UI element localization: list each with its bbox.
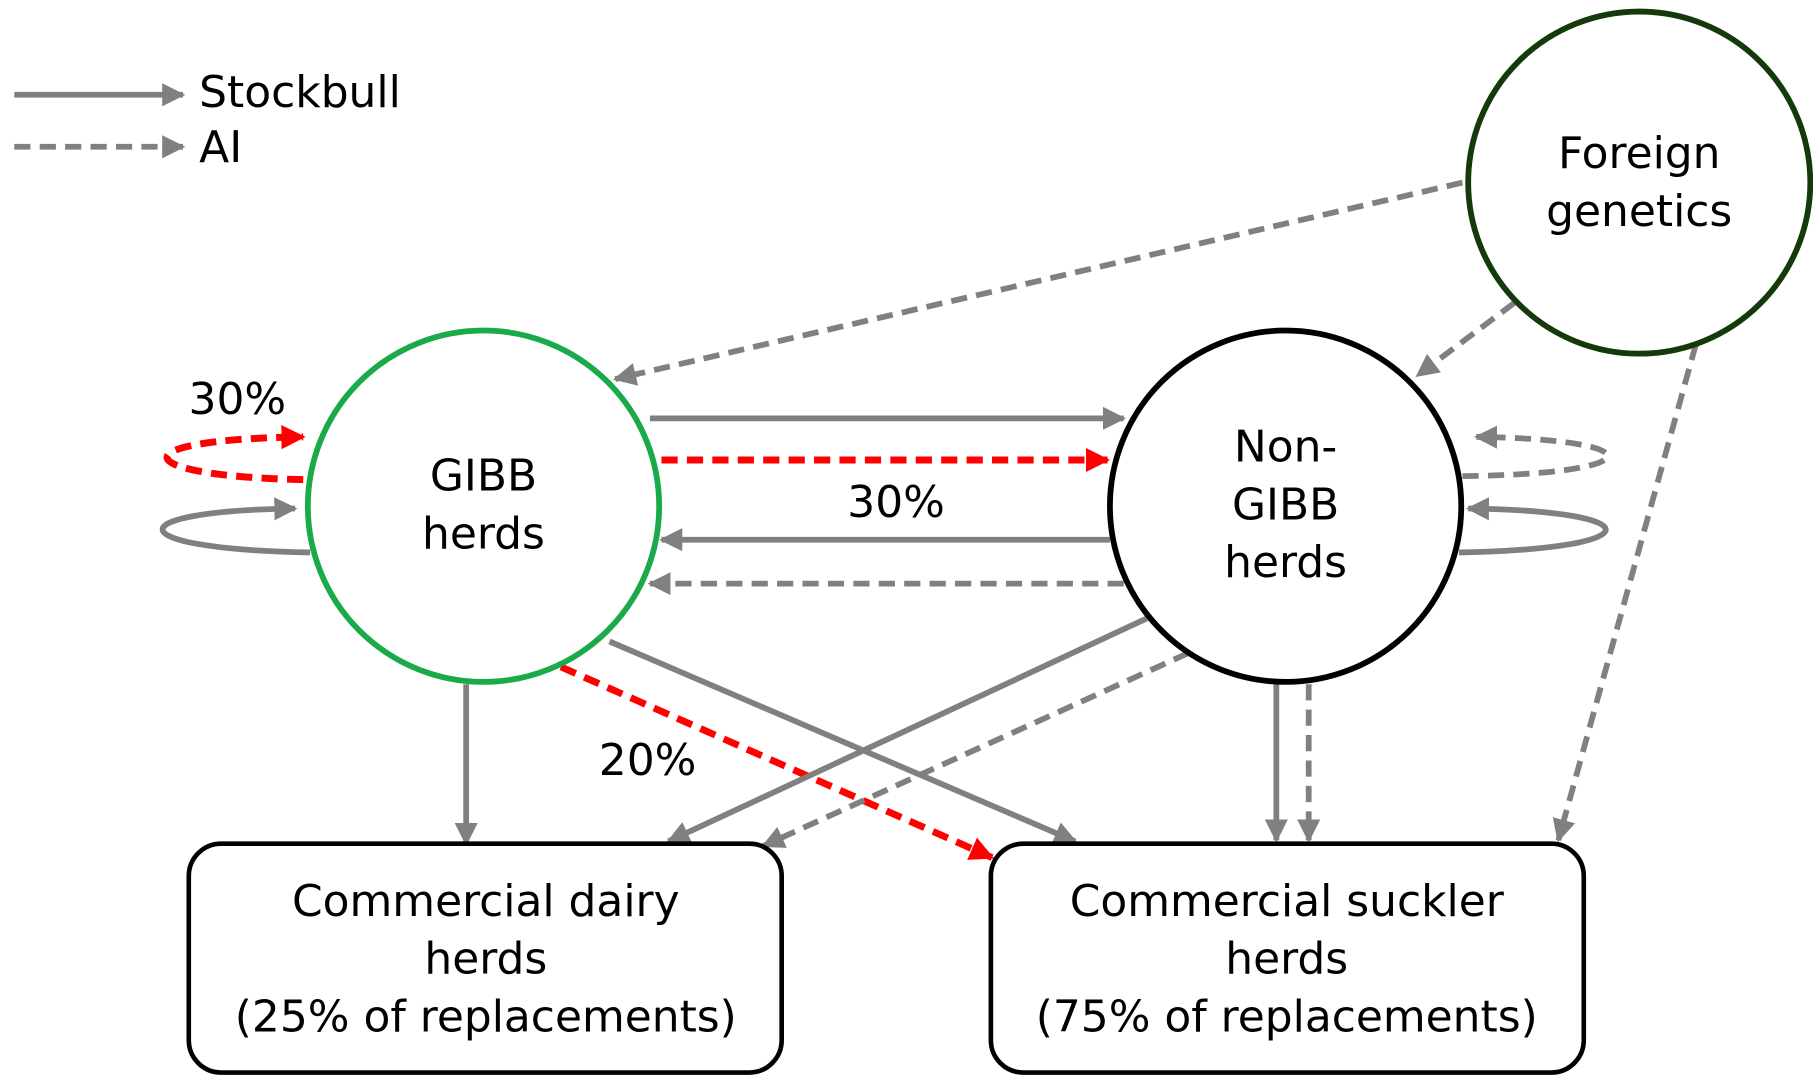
self-loop [1462, 425, 1610, 480]
edge [608, 638, 1078, 845]
legend: Stockbull AI [14, 67, 401, 173]
node-label: herds [1224, 537, 1347, 588]
node-label: Commercial suckler [1070, 876, 1505, 927]
edge [666, 615, 1149, 845]
edge [1415, 300, 1517, 378]
node-circle [1107, 327, 1465, 685]
node-box [988, 841, 1587, 1075]
node-label: herds [1225, 934, 1348, 985]
legend-label: AI [199, 122, 242, 173]
edge-label: 30% [847, 477, 945, 528]
edges [159, 179, 1699, 861]
node-circle [1465, 8, 1813, 357]
edge-labels: 30% 30% 20% [189, 374, 945, 786]
node-box [186, 841, 784, 1075]
self-loop-highlight [163, 425, 306, 484]
self-loop [1458, 497, 1609, 556]
edge [761, 650, 1190, 849]
node-label: Foreign [1558, 128, 1721, 179]
node-label: Commercial dairy [292, 876, 680, 927]
node-label: herds [424, 934, 547, 985]
edge [613, 179, 1464, 386]
node-circle [304, 327, 663, 685]
edge-label: 20% [599, 735, 697, 786]
node-label: GIBB [430, 450, 537, 501]
node-label: genetics [1546, 186, 1732, 237]
node-label: (25% of replacements) [235, 991, 737, 1042]
legend-label: Stockbull [199, 67, 401, 118]
node-label: GIBB [1232, 479, 1339, 530]
edge-label: 30% [189, 374, 287, 425]
node-label: herds [422, 508, 545, 559]
nodes: Foreign genetics GIBB herds Non- GIBB he… [186, 8, 1813, 1075]
self-loop [159, 497, 311, 556]
node-label: Non- [1234, 422, 1337, 473]
node-label: (75% of replacements) [1036, 991, 1538, 1042]
edge [1552, 343, 1699, 843]
edge-highlight [559, 663, 995, 861]
